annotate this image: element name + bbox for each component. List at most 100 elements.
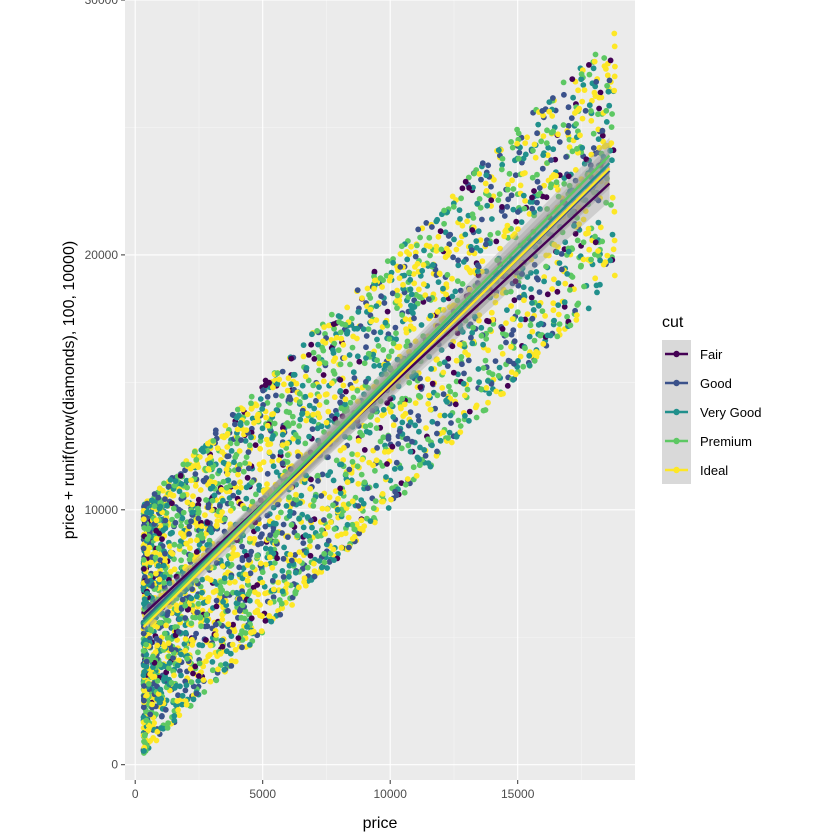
data-point: [423, 242, 430, 249]
data-point: [372, 277, 378, 284]
data-point: [368, 412, 375, 419]
data-point: [278, 600, 285, 607]
data-point: [178, 557, 185, 564]
data-point: [311, 573, 318, 580]
data-point: [403, 343, 410, 350]
data-point: [322, 360, 329, 366]
data-point: [515, 358, 521, 364]
data-point: [611, 237, 618, 244]
data-point: [565, 173, 572, 180]
data-point: [526, 362, 533, 369]
data-point: [438, 246, 445, 253]
data-point: [296, 515, 302, 522]
data-point: [517, 182, 524, 189]
data-point: [183, 477, 190, 484]
data-point: [166, 580, 173, 587]
data-point: [406, 379, 413, 386]
data-point: [611, 30, 618, 37]
data-point: [272, 481, 279, 488]
data-point: [147, 635, 153, 642]
data-point: [318, 527, 325, 534]
data-point: [159, 713, 165, 719]
data-point: [204, 623, 211, 630]
data-point: [526, 211, 533, 217]
data-point: [307, 485, 314, 492]
data-point: [468, 247, 475, 254]
data-point: [548, 174, 555, 181]
data-point: [143, 658, 150, 665]
data-point: [517, 353, 524, 360]
data-point: [337, 388, 344, 394]
data-point: [228, 448, 235, 454]
data-point: [555, 280, 562, 287]
data-point: [550, 300, 557, 307]
data-point: [561, 299, 568, 306]
data-point: [182, 615, 189, 621]
data-point: [462, 231, 469, 238]
data-point: [264, 512, 271, 519]
data-point: [284, 581, 290, 587]
data-point: [218, 587, 225, 594]
y-tick-label: 10000: [85, 503, 119, 517]
data-point: [358, 517, 365, 524]
data-point: [572, 110, 578, 116]
data-point: [526, 352, 533, 359]
data-point: [507, 288, 514, 295]
data-point: [390, 422, 397, 429]
data-point: [300, 342, 307, 348]
data-point: [387, 477, 394, 484]
data-point: [377, 398, 384, 404]
data-point: [567, 322, 574, 329]
data-point: [478, 332, 485, 339]
data-point: [373, 317, 380, 323]
data-point: [144, 590, 151, 597]
data-point: [488, 309, 495, 316]
data-point: [508, 343, 514, 350]
data-point: [248, 393, 255, 400]
data-point: [212, 427, 219, 434]
data-point: [296, 558, 303, 564]
data-point: [140, 556, 147, 563]
data-point: [143, 663, 150, 670]
data-point: [349, 451, 355, 457]
data-point: [569, 148, 576, 155]
data-point: [416, 286, 422, 293]
data-point: [230, 544, 237, 551]
data-point: [350, 394, 357, 401]
data-point: [540, 112, 546, 119]
data-point: [561, 303, 568, 310]
data-point: [380, 347, 387, 353]
data-point: [521, 297, 527, 304]
data-point: [309, 524, 315, 531]
data-point: [193, 456, 200, 463]
data-point: [248, 434, 254, 441]
data-point: [473, 414, 480, 421]
data-point: [368, 318, 375, 325]
data-point: [210, 589, 217, 595]
data-point: [439, 385, 446, 391]
data-point: [264, 470, 271, 477]
data-point: [280, 472, 287, 479]
data-point: [190, 493, 196, 499]
data-point: [464, 264, 470, 271]
data-point: [288, 381, 294, 388]
data-point: [438, 347, 445, 353]
data-point: [295, 439, 301, 445]
data-point: [515, 209, 521, 215]
data-point: [593, 282, 600, 289]
data-point: [234, 406, 241, 413]
data-point: [159, 536, 165, 542]
data-point: [573, 317, 580, 323]
data-point: [371, 383, 377, 390]
data-point: [337, 377, 344, 383]
data-point: [582, 197, 589, 204]
legend-label: Good: [700, 376, 732, 391]
data-point: [331, 370, 338, 377]
data-point: [562, 280, 569, 287]
data-point: [395, 383, 402, 390]
data-point: [187, 465, 194, 472]
data-point: [338, 544, 345, 551]
data-point: [224, 430, 231, 437]
data-point: [505, 357, 512, 364]
data-point: [369, 407, 376, 414]
